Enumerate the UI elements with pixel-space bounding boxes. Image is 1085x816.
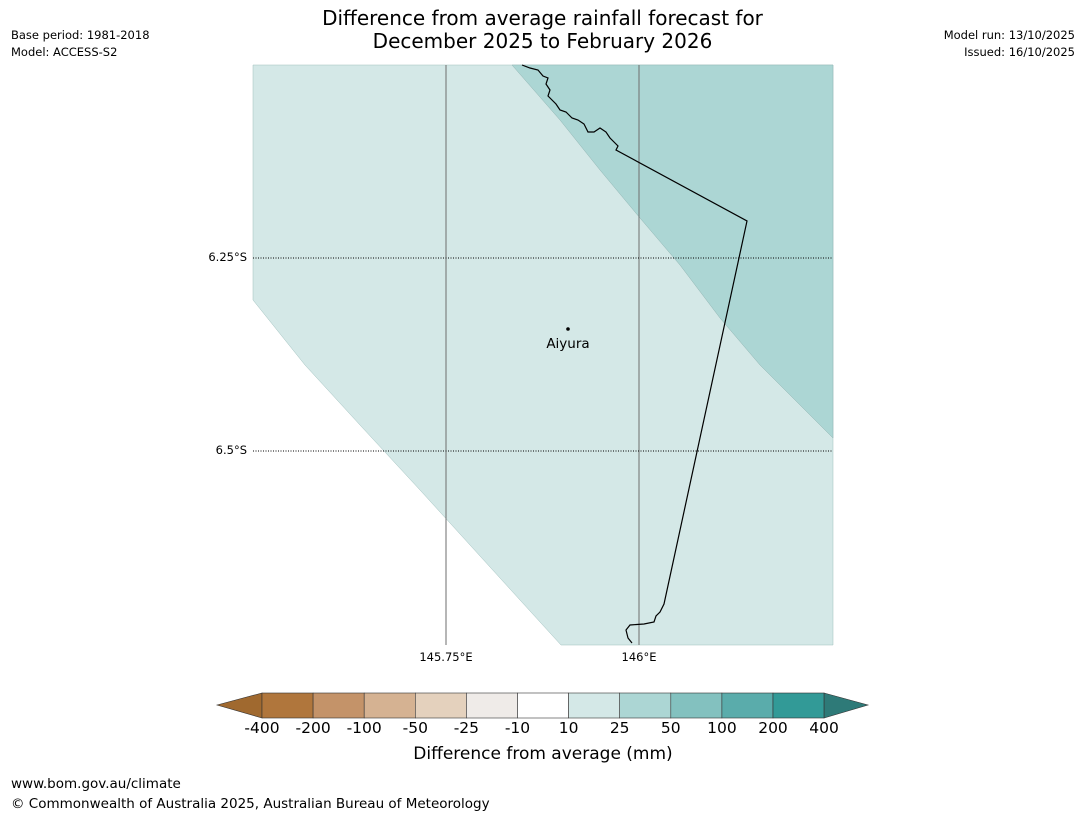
- colorbar-extend-high: [823, 692, 870, 719]
- lon-label-145-75: 145.75°E: [419, 650, 473, 664]
- colorbar-tick-label: 200: [758, 719, 788, 737]
- lon-label-146: 146°E: [621, 650, 657, 664]
- colorbar-segment: [414, 692, 467, 719]
- meta-left: Base period: 1981-2018 Model: ACCESS-S2: [11, 27, 150, 61]
- model-run: Model run: 13/10/2025: [943, 28, 1075, 42]
- colorbar-tick-label: -25: [453, 719, 480, 737]
- issued-date: Issued: 16/10/2025: [964, 45, 1075, 59]
- colorbar-segment: [466, 692, 518, 719]
- colorbar-tick-label: 10: [558, 719, 579, 737]
- footer-copyright: © Commonwealth of Australia 2025, Austra…: [11, 796, 490, 812]
- colorbar-tick-label: -10: [504, 719, 531, 737]
- colorbar-tick-label: -200: [295, 719, 331, 737]
- city-marker: [566, 327, 570, 331]
- colorbar-segment: [619, 692, 672, 719]
- title-line-2: December 2025 to February 2026: [372, 29, 713, 53]
- lat-label-6-5: 6.5°S: [215, 443, 247, 457]
- colorbar-segment: [517, 692, 569, 719]
- colorbar-segment: [363, 692, 416, 719]
- colorbar-extend-low: [215, 692, 263, 719]
- colorbar-tick-label: 50: [660, 719, 681, 737]
- meta-right: Model run: 13/10/2025 Issued: 16/10/2025: [944, 27, 1075, 61]
- colorbar-tick-label: 25: [609, 719, 630, 737]
- colorbar-tick-label: 400: [809, 719, 839, 737]
- colorbar-title: Difference from average (mm): [413, 744, 673, 764]
- colorbar-segment: [670, 692, 723, 719]
- colorbar-segment: [312, 692, 365, 719]
- boundary-line: [521, 64, 748, 644]
- colorbar-segment: [261, 692, 314, 719]
- lat-label-6-25: 6.25°S: [208, 250, 247, 264]
- city-label: Aiyura: [546, 336, 590, 352]
- colorbar-segment: [772, 692, 825, 719]
- colorbar-tick-label: -400: [244, 719, 280, 737]
- chart-title: Difference from average rainfall forecas…: [200, 7, 885, 53]
- colorbar-segment: [568, 692, 620, 719]
- footer-url[interactable]: www.bom.gov.au/climate: [11, 776, 181, 792]
- colorbar-tick-label: -50: [402, 719, 428, 737]
- rain-band-25-50: [511, 64, 834, 439]
- colorbar-tick-label: -100: [346, 719, 382, 737]
- base-period: Base period: 1981-2018: [11, 28, 150, 42]
- colorbar-tick-label: 100: [707, 719, 737, 737]
- model-name: Model: ACCESS-S2: [11, 45, 118, 59]
- title-line-1: Difference from average rainfall forecas…: [322, 6, 763, 30]
- colorbar-segment: [721, 692, 774, 719]
